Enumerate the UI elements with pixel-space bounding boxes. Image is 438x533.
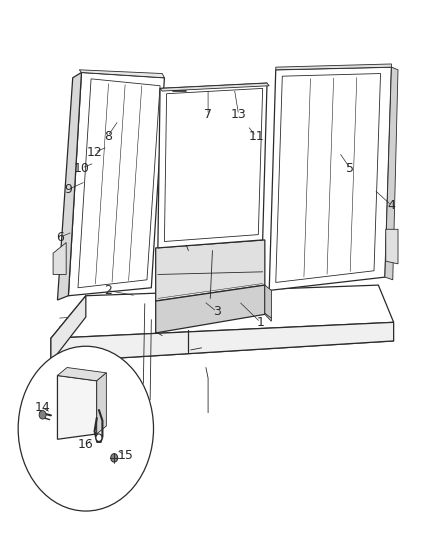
Text: 7: 7 xyxy=(204,109,212,122)
Polygon shape xyxy=(51,322,394,362)
Polygon shape xyxy=(51,285,394,338)
Polygon shape xyxy=(265,285,272,321)
Polygon shape xyxy=(155,285,265,333)
Text: 12: 12 xyxy=(87,146,102,159)
Circle shape xyxy=(111,454,118,462)
Circle shape xyxy=(96,434,102,441)
Circle shape xyxy=(39,410,46,419)
Polygon shape xyxy=(57,72,81,300)
Polygon shape xyxy=(158,83,267,248)
Polygon shape xyxy=(57,368,106,381)
Polygon shape xyxy=(79,70,164,78)
Polygon shape xyxy=(276,64,392,70)
Text: 10: 10 xyxy=(74,161,89,175)
Text: 8: 8 xyxy=(104,130,112,143)
Text: 15: 15 xyxy=(117,449,133,462)
Polygon shape xyxy=(385,67,398,280)
Text: 14: 14 xyxy=(34,401,50,414)
Text: 16: 16 xyxy=(78,438,94,451)
Polygon shape xyxy=(97,373,106,434)
Text: 2: 2 xyxy=(104,284,112,297)
Text: 4: 4 xyxy=(388,199,396,212)
Text: 3: 3 xyxy=(213,305,221,318)
Circle shape xyxy=(18,346,153,511)
Text: 9: 9 xyxy=(64,183,72,196)
Text: 11: 11 xyxy=(248,130,264,143)
Polygon shape xyxy=(68,72,164,296)
Polygon shape xyxy=(155,240,265,301)
Text: 6: 6 xyxy=(56,231,64,244)
Polygon shape xyxy=(53,243,66,274)
Polygon shape xyxy=(269,67,392,290)
Text: 5: 5 xyxy=(346,161,354,175)
Polygon shape xyxy=(51,296,86,362)
Text: 1: 1 xyxy=(257,316,265,329)
Polygon shape xyxy=(160,83,269,91)
Polygon shape xyxy=(386,229,398,264)
Text: 13: 13 xyxy=(231,109,247,122)
Polygon shape xyxy=(57,375,97,439)
